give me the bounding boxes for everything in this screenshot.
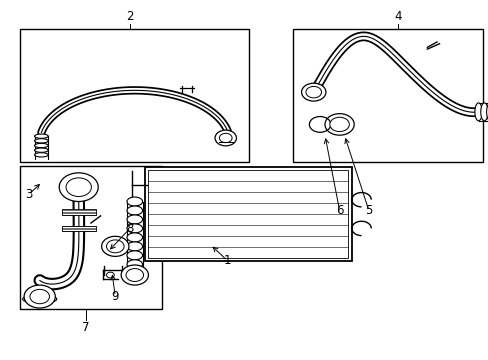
Text: 2: 2 xyxy=(126,10,133,23)
Ellipse shape xyxy=(127,260,142,269)
Circle shape xyxy=(102,236,129,256)
Bar xyxy=(20,30,249,162)
Bar xyxy=(61,226,96,231)
Circle shape xyxy=(325,114,353,135)
Circle shape xyxy=(106,240,124,253)
Ellipse shape xyxy=(127,197,142,206)
Bar xyxy=(61,210,96,215)
Circle shape xyxy=(126,269,143,282)
Ellipse shape xyxy=(127,224,142,233)
Circle shape xyxy=(215,130,236,146)
Circle shape xyxy=(59,173,98,202)
Bar xyxy=(148,170,347,258)
Text: 3: 3 xyxy=(25,188,33,201)
Circle shape xyxy=(30,289,49,304)
Ellipse shape xyxy=(127,215,142,224)
Ellipse shape xyxy=(35,153,48,157)
Circle shape xyxy=(329,117,348,132)
Circle shape xyxy=(305,86,321,98)
Ellipse shape xyxy=(127,251,142,260)
Ellipse shape xyxy=(127,242,142,251)
Circle shape xyxy=(301,83,325,101)
Ellipse shape xyxy=(22,294,57,303)
Ellipse shape xyxy=(480,103,487,121)
Text: 6: 6 xyxy=(335,204,343,217)
Bar xyxy=(20,166,161,309)
Ellipse shape xyxy=(486,103,488,121)
Text: 7: 7 xyxy=(82,320,90,333)
Bar xyxy=(144,167,351,261)
Ellipse shape xyxy=(35,148,48,152)
Circle shape xyxy=(106,272,114,278)
Text: 1: 1 xyxy=(223,254,231,267)
Text: 8: 8 xyxy=(126,222,133,235)
Text: 4: 4 xyxy=(393,10,401,23)
Text: 5: 5 xyxy=(365,204,372,217)
Ellipse shape xyxy=(35,139,48,143)
Ellipse shape xyxy=(35,143,48,148)
Ellipse shape xyxy=(127,206,142,215)
Circle shape xyxy=(66,178,91,197)
Circle shape xyxy=(24,285,55,308)
Ellipse shape xyxy=(474,103,481,121)
Circle shape xyxy=(219,133,232,143)
Ellipse shape xyxy=(127,233,142,242)
Circle shape xyxy=(121,265,148,285)
Bar xyxy=(293,30,483,162)
Text: 9: 9 xyxy=(111,290,119,303)
Ellipse shape xyxy=(35,134,48,138)
